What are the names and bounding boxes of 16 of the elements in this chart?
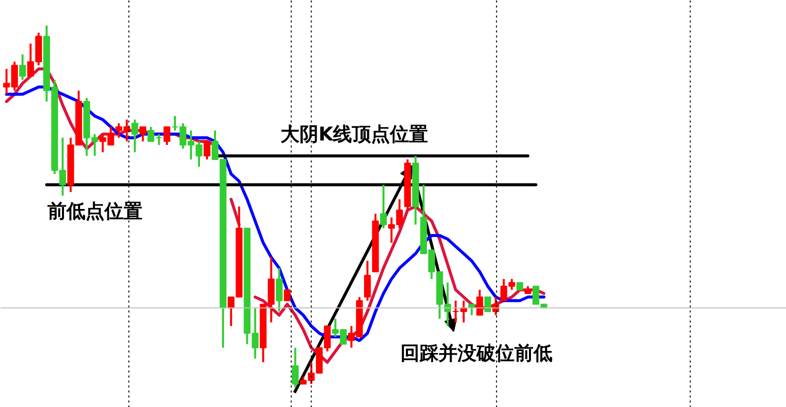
- candlestick: [292, 346, 299, 389]
- candlestick: [484, 296, 492, 312]
- annotation: 回踩并没破位前低: [400, 342, 552, 364]
- candlestick: [364, 260, 371, 302]
- candlestick: [380, 184, 387, 230]
- candlestick: [19, 53, 26, 81]
- candlestick: [204, 140, 210, 160]
- annotation: 大阴K线顶点位置: [280, 124, 428, 146]
- annotation: 前低点位置: [46, 200, 142, 222]
- candlestick: [164, 126, 170, 146]
- candlestick: [131, 118, 138, 154]
- candlestick: [476, 288, 484, 316]
- candlestick: [452, 300, 460, 324]
- candlestick: [139, 126, 146, 142]
- candlestick: [284, 289, 291, 302]
- candlestick: [276, 267, 283, 313]
